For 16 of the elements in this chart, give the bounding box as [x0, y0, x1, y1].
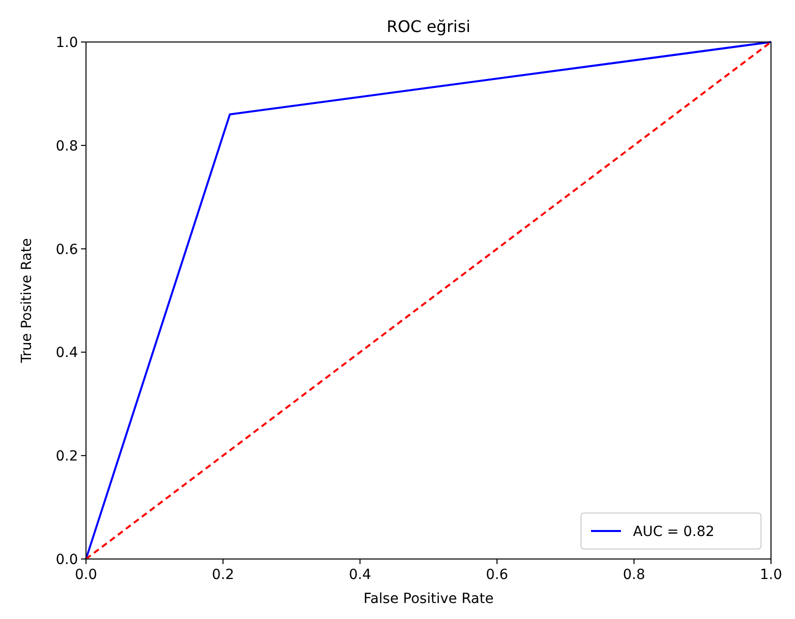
- legend-label: AUC = 0.82: [633, 524, 714, 540]
- y-tick-label: 0.8: [56, 138, 78, 154]
- y-tick-label: 0.6: [56, 242, 78, 258]
- x-tick-label: 0.8: [622, 567, 646, 583]
- chart-title: ROC eğrisi: [386, 17, 470, 36]
- x-axis-title: False Positive Rate: [363, 591, 494, 607]
- y-axis-title: True Positive Rate: [19, 238, 35, 364]
- x-tick-label: 0.0: [74, 567, 98, 583]
- x-tick-label: 0.4: [348, 567, 372, 583]
- y-tick-label: 1.0: [56, 35, 78, 51]
- y-tick-label: 0.0: [56, 552, 78, 568]
- x-tick-label: 0.2: [212, 567, 234, 583]
- y-tick-label: 0.2: [56, 448, 78, 465]
- y-tick-label: 0.4: [56, 345, 78, 362]
- x-tick-label: 1.0: [760, 567, 782, 583]
- x-tick-label: 0.6: [486, 567, 508, 583]
